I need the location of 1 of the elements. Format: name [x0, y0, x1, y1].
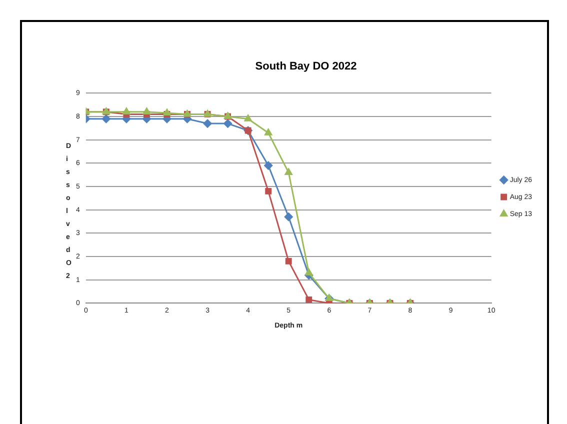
chart-title: South Bay DO 2022: [255, 60, 357, 73]
